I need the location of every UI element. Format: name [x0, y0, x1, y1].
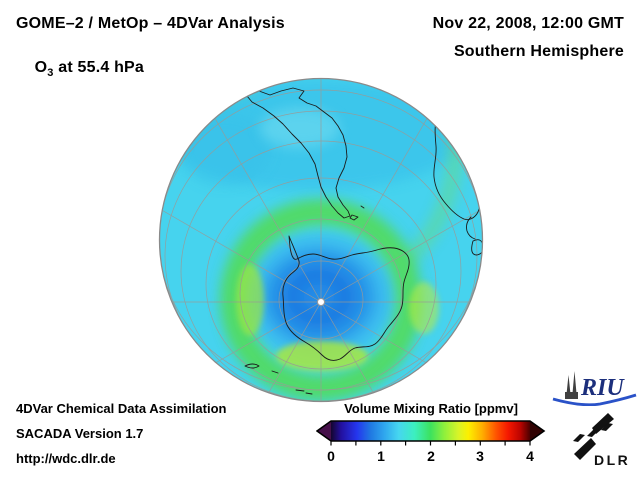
- hemisphere-map: [158, 77, 484, 403]
- meridians: [159, 78, 483, 402]
- riu-logo: RIU: [552, 371, 637, 406]
- coastline-antarctica: [282, 235, 410, 361]
- ozone-teal-patch: [180, 115, 270, 185]
- colorbar-right-arrow: [530, 421, 544, 441]
- coastline-new-zealand: [471, 239, 483, 256]
- colorbar: [316, 420, 546, 446]
- credit-line-version: SACADA Version 1.7: [16, 426, 144, 441]
- colorbar-ticks: [330, 441, 531, 446]
- hemisphere-label: Southern Hemisphere: [453, 43, 624, 60]
- riu-wave-icon: [552, 393, 637, 406]
- plot-subtitle-species: O3 at 55.4 hPa: [16, 41, 144, 97]
- south-pole-marker: [317, 298, 325, 306]
- datetime-label: Nov 22, 2008, 12:00 GMT: [432, 15, 624, 32]
- dlr-logo-text: DLR: [594, 452, 630, 468]
- credit-line-assimilation: 4DVar Chemical Data Assimilation: [16, 401, 227, 416]
- colorbar-left-arrow: [317, 421, 331, 441]
- colorbar-tick-label-1: 1: [377, 448, 385, 464]
- dlr-star-icon: [573, 413, 614, 460]
- coastline-tierra-del-fuego: [349, 205, 365, 221]
- cathedral-icon: [565, 371, 578, 399]
- plot-title: GOME–2 / MetOp – 4DVar Analysis: [16, 15, 285, 32]
- coastline-south-america: [246, 87, 351, 219]
- ozone-yellowgreen-patch-east: [409, 282, 439, 334]
- colorbar-tick-label-3: 3: [476, 448, 484, 464]
- colorbar-title: Volume Mixing Ratio [ppmv]: [344, 401, 518, 416]
- coastlines: [244, 87, 483, 395]
- graticule: [159, 78, 483, 402]
- coastline-africa: [433, 112, 482, 221]
- riu-logo-text: RIU: [580, 375, 625, 401]
- colorbar-tick-label-2: 2: [427, 448, 435, 464]
- ozone-yellowgreen-patch-south: [276, 341, 368, 371]
- colorbar-tick-label-4: 4: [526, 448, 534, 464]
- coastline-southern-islands: [244, 363, 313, 395]
- colorbar-tick-label-0: 0: [327, 448, 335, 464]
- o3-symbol: O: [34, 59, 48, 76]
- colorbar-gradient-bar: [331, 421, 530, 441]
- ozone-yellowgreen-patch-west: [236, 264, 264, 336]
- ozone-polar-vortex: [237, 227, 401, 367]
- globe-limb: [158, 77, 484, 403]
- pressure-level-label: at 55.4 hPa: [53, 59, 145, 76]
- o3-subscript: 3: [47, 67, 54, 79]
- dlr-logo: DLR: [573, 413, 630, 468]
- ozone-pale-patch: [260, 108, 340, 148]
- credit-line-url: http://wdc.dlr.de: [16, 451, 116, 466]
